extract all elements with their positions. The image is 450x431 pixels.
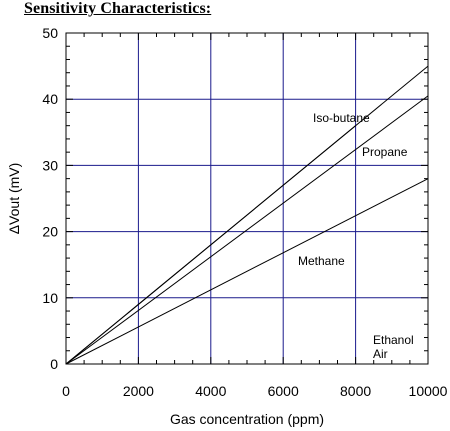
series-lines [65, 65, 429, 365]
tick-labels: 0 2000 4000 6000 8000 10000 0 10 20 30 40 50 [42, 25, 447, 399]
y-tick-label: 30 [42, 157, 58, 173]
series-label-propane: Propane [362, 145, 408, 159]
minor-ticks [65, 32, 429, 365]
x-tick-label: 2000 [123, 383, 154, 399]
y-tick-label: 20 [42, 224, 58, 240]
y-axis-title: ΔVout (mV) [6, 163, 22, 235]
y-tick-label: 40 [42, 91, 58, 107]
series-label-methane: Methane [298, 254, 345, 268]
x-tick-label: 8000 [340, 383, 371, 399]
series-line [65, 65, 429, 365]
grid [66, 33, 428, 364]
series-label-iso-butane: Iso-butane [313, 111, 370, 125]
series-line-methane [65, 178, 429, 365]
y-tick-label: 50 [42, 25, 58, 41]
x-tick-label: 4000 [195, 383, 226, 399]
x-tick-label: 10000 [409, 383, 448, 399]
x-axis-title: Gas concentration (ppm) [170, 411, 324, 427]
x-tick-label: 6000 [268, 383, 299, 399]
plot-frame [65, 32, 429, 365]
page-title: Sensitivity Characteristics: [24, 0, 212, 17]
series-label-ethanol: Ethanol [373, 333, 414, 347]
series-label-air: Air [373, 347, 388, 361]
y-tick-label: 10 [42, 290, 58, 306]
y-tick-label: 0 [50, 356, 58, 372]
series-line-propane [65, 95, 429, 365]
x-tick-label: 0 [62, 383, 70, 399]
